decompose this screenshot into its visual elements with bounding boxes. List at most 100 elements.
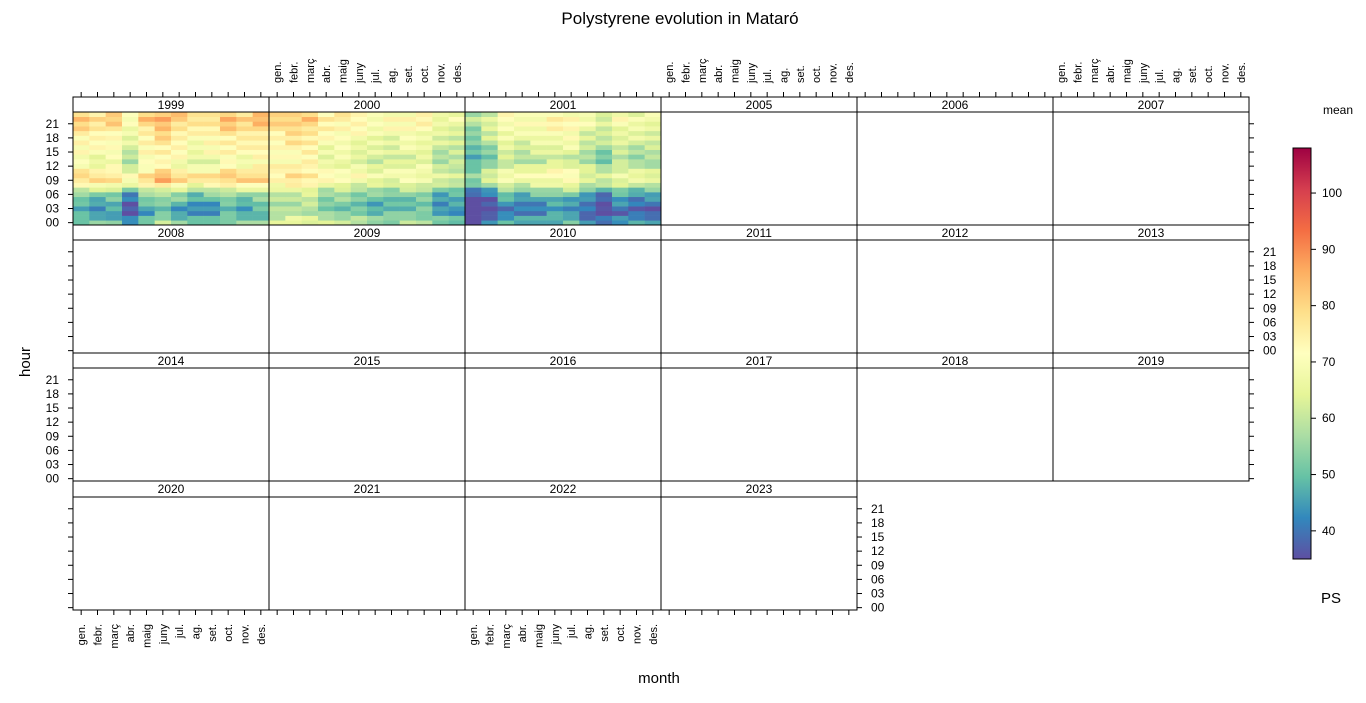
heatmap-cell [367,116,384,122]
heatmap-cell [465,196,482,202]
heatmap-cell [318,206,335,212]
heatmap-cell [367,192,384,198]
panel-strip-label: 2020 [158,482,185,496]
heatmap-cell [530,210,547,216]
panel-frame [660,496,858,611]
heatmap-cell [612,177,629,183]
x-tick-label: gen. [664,62,676,83]
heatmap-cell [203,187,221,193]
x-tick-label: set. [795,65,807,83]
heatmap-cell [301,163,319,169]
heatmap-cell [252,210,270,216]
heatmap-cell [220,192,237,198]
chart-title: Polystyrene evolution in Mataró [561,9,798,28]
heatmap-cell [448,220,466,226]
heatmap-cell [269,144,286,150]
heatmap-cell [122,201,139,207]
heatmap-cell [89,187,106,193]
heatmap-cell [122,215,139,221]
heatmap-cell [546,168,564,174]
heatmap-cell [73,126,90,132]
heatmap-cell [203,196,221,202]
heatmap-cell [481,177,498,183]
heatmap-cell [203,201,221,207]
heatmap-cell [399,182,417,188]
heatmap-cell [334,163,351,169]
heatmap-cell [236,140,253,146]
heatmap-cell [465,116,482,122]
heatmap-cell [318,210,335,216]
heatmap-cell [269,196,286,202]
heatmap-cell [530,201,547,207]
heatmap-cell [252,187,270,193]
heatmap-cell [73,210,90,216]
heatmap-cell [595,149,613,155]
heatmap-cell [285,140,302,146]
heatmap-cell [350,154,368,160]
panel-strip-label: 2017 [746,354,773,368]
heatmap-cell [154,154,172,160]
heatmap-cell [73,121,90,127]
heatmap-cell [89,154,106,160]
heatmap-cell [252,121,270,127]
heatmap-cell [497,154,515,160]
heatmap-cell [644,201,662,207]
panel-frame [268,496,466,611]
heatmap-cell [350,182,368,188]
heatmap-cell [546,187,564,193]
heatmap-cell [301,159,319,165]
heatmap-cell [252,116,270,122]
heatmap-cell [73,149,90,155]
x-axis-months [472,92,654,97]
heatmap-cell [203,140,221,146]
heatmap-cell [138,126,155,132]
heatmap-cell [563,182,580,188]
heatmap-cell [432,135,449,141]
heatmap-cell [105,159,123,165]
heatmap-cell [350,201,368,207]
heatmap-cell [383,215,400,221]
heatmap-cell [448,168,466,174]
heatmap-cell [546,192,564,198]
heatmap-cell [138,140,155,146]
heatmap-cell [154,149,172,155]
heatmap-cell [644,126,662,132]
heatmap-cell [269,168,286,174]
heatmap-cell [367,159,384,165]
heatmap-cell [546,159,564,165]
heatmap-cell [416,210,433,216]
heatmap-cell [269,126,286,132]
heatmap-cell [563,144,580,150]
heatmap-cell [171,196,188,202]
panel-2013: 2013 [1052,224,1250,354]
heatmap-cell [612,140,629,146]
heatmap-cell [530,163,547,169]
heatmap-cell [563,215,580,221]
panel-frame [1052,111,1250,226]
heatmap-cell [220,177,237,183]
heatmap-cell [514,121,531,127]
heatmap-cell [383,159,400,165]
heatmap-cell [448,154,466,160]
heatmap-cell [252,112,270,118]
heatmap-cell [383,192,400,198]
heatmap-cell [579,140,596,146]
colorbar-tick-label: 70 [1322,355,1336,369]
heatmap-cell [220,159,237,165]
heatmap-cell [530,135,547,141]
heatmap-cell [383,121,400,127]
heatmap-cell [546,215,564,221]
heatmap-cell [89,196,106,202]
heatmap-cell [122,187,139,193]
heatmap-cell [530,116,547,122]
heatmap-cell [236,187,253,193]
heatmap-cell [595,192,613,198]
heatmap-cell [644,144,662,150]
heatmap-cell [514,163,531,169]
heatmap-cell [595,144,613,150]
heatmap-cell [301,206,319,212]
panel-2000: 2000 [268,96,466,226]
heatmap-cell [350,168,368,174]
heatmap-cell [203,144,221,150]
